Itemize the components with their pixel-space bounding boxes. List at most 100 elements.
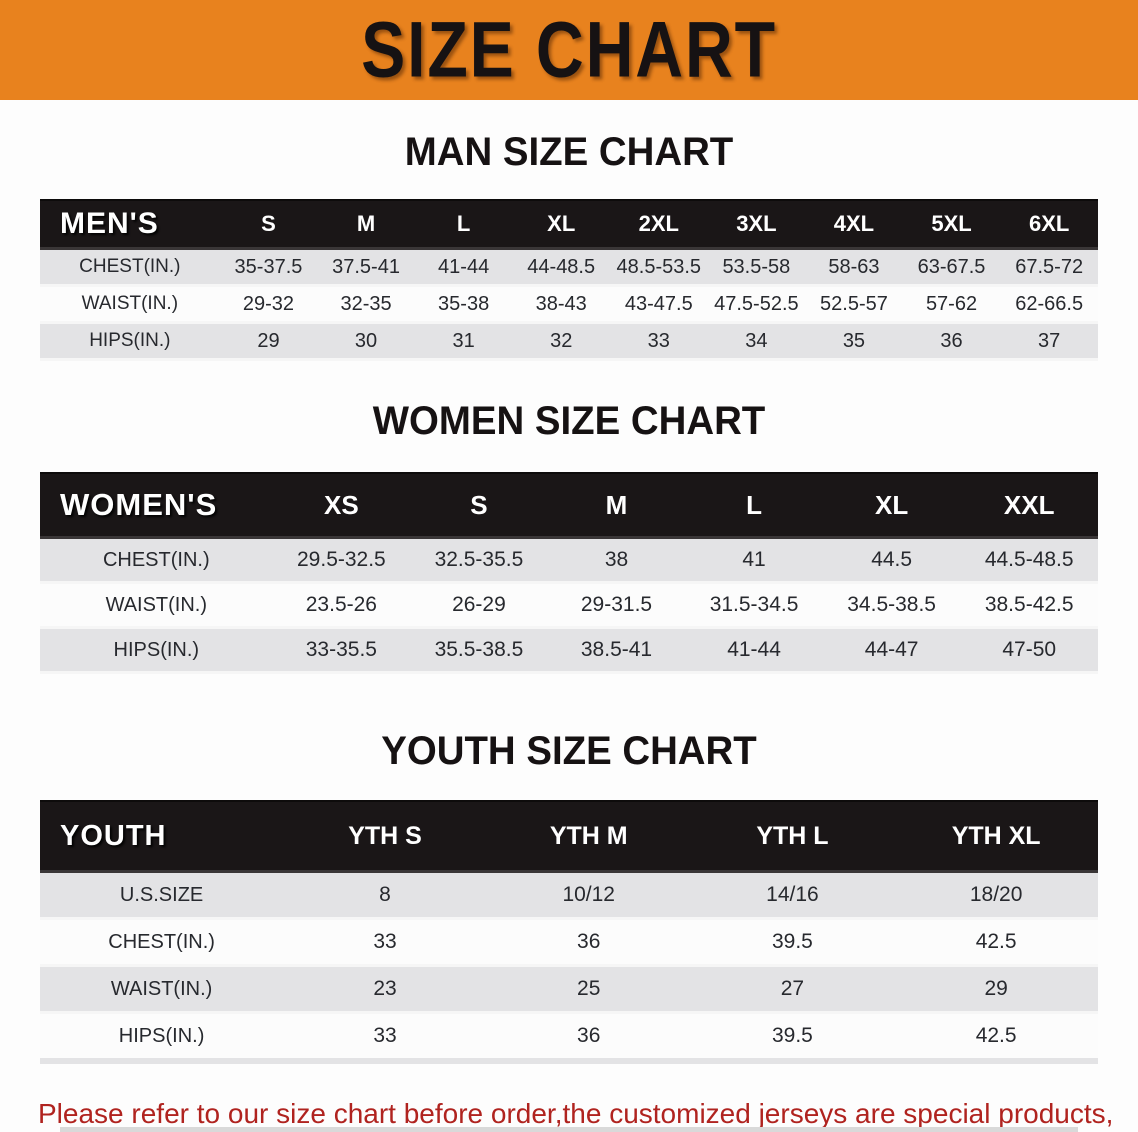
size-value-cell: 26-29 [410, 582, 548, 628]
size-column-header: XL [512, 199, 610, 250]
size-value-cell: 63-67.5 [902, 247, 1001, 287]
size-value-cell: 44.5-48.5 [960, 536, 1098, 584]
table-row: WAIST(IN.) 23 25 27 29 [40, 964, 1098, 1014]
table-row: HIPS(IN.) 33-35.5 35.5-38.5 38.5-41 41-44 44-… [40, 626, 1098, 674]
size-value-cell: 47.5-52.5 [707, 285, 806, 323]
size-value-cell: 32 [512, 321, 610, 361]
size-value-cell: 30 [317, 321, 415, 361]
size-value-cell: 23.5-26 [272, 582, 411, 628]
size-value-cell: 57-62 [902, 285, 1001, 323]
size-column-header: YTH L [690, 800, 895, 873]
measurement-row-label: CHEST(IN.) [40, 918, 284, 966]
size-value-cell: 41-44 [685, 626, 823, 674]
size-value-cell: 29 [219, 321, 318, 361]
youth-section-heading: YOUTH SIZE CHART [381, 729, 757, 773]
page-title: SIZE CHART [361, 5, 777, 94]
size-value-cell: 18/20 [894, 870, 1098, 920]
size-value-cell: 33-35.5 [272, 626, 411, 674]
size-value-cell: 29-32 [219, 285, 318, 323]
men-size-table: MEN'S S M L XL 2XL 3XL 4XL 5XL 6XL CHEST(IN.) 35-37… [40, 199, 1098, 361]
size-value-cell: 38 [547, 536, 686, 584]
size-column-header: M [317, 199, 415, 250]
measurement-row-label: CHEST(IN.) [40, 247, 220, 287]
table-row: HIPS(IN.) 33 36 39.5 42.5 [40, 1012, 1098, 1061]
size-value-cell: 41-44 [414, 247, 513, 287]
size-column-header: XXL [960, 472, 1098, 539]
size-value-cell: 44.5 [822, 536, 961, 584]
size-value-cell: 62-66.5 [1000, 285, 1098, 323]
size-value-cell: 34.5-38.5 [822, 582, 961, 628]
table-row: U.S.SIZE 8 10/12 14/16 18/20 [40, 870, 1098, 920]
men-size-section: MAN SIZE CHART MEN'S S M L XL 2XL 3XL 4XL 5XL 6XL… [0, 100, 1138, 361]
size-value-cell: 27 [690, 964, 895, 1014]
size-value-cell: 34 [707, 321, 806, 361]
size-value-cell: 33 [283, 1012, 487, 1061]
table-row: HIPS(IN.) 29 30 31 32 33 34 35 36 37 [40, 321, 1098, 361]
size-value-cell: 42.5 [894, 918, 1098, 966]
table-header-row: WOMEN'S XS S M L XL XXL [40, 472, 1098, 539]
size-value-cell: 37 [1000, 321, 1098, 361]
measurement-row-label: HIPS(IN.) [40, 1012, 284, 1061]
disclaimer-note: Please refer to our size chart before or… [38, 1092, 1113, 1132]
size-column-header: 2XL [610, 199, 708, 250]
table-row: CHEST(IN.) 29.5-32.5 32.5-35.5 38 41 44.5 44.5… [40, 536, 1098, 584]
size-value-cell: 53.5-58 [707, 247, 806, 287]
size-column-header: 3XL [707, 199, 806, 250]
measurement-row-label: WAIST(IN.) [40, 285, 220, 323]
men-section-heading: MAN SIZE CHART [404, 130, 734, 174]
size-column-header: S [410, 472, 548, 539]
size-column-header: M [547, 472, 686, 539]
size-value-cell: 14/16 [690, 870, 895, 920]
youth-size-table: YOUTH YTH S YTH M YTH L YTH XL U.S.SIZE 8 10/12… [40, 800, 1098, 1064]
size-value-cell: 44-48.5 [512, 247, 610, 287]
size-column-header: S [219, 199, 318, 250]
measurement-row-label: U.S.SIZE [40, 870, 284, 920]
size-value-cell: 35-38 [414, 285, 513, 323]
table-row: WAIST(IN.) 29-32 32-35 35-38 38-43 43-47.5 47.… [40, 285, 1098, 323]
measurement-row-label: CHEST(IN.) [40, 536, 273, 584]
size-value-cell: 38.5-41 [547, 626, 686, 674]
size-column-header: 5XL [902, 199, 1001, 250]
size-value-cell: 29 [894, 964, 1098, 1014]
size-value-cell: 44-47 [822, 626, 961, 674]
size-value-cell: 36 [486, 918, 691, 966]
size-column-header: YTH M [486, 800, 691, 873]
size-value-cell: 33 [610, 321, 708, 361]
size-value-cell: 29.5-32.5 [272, 536, 411, 584]
size-column-header: 6XL [1000, 199, 1098, 250]
size-value-cell: 41 [685, 536, 823, 584]
table-header-row: YOUTH YTH S YTH M YTH L YTH XL [40, 800, 1098, 873]
size-value-cell: 35-37.5 [219, 247, 318, 287]
size-value-cell: 39.5 [690, 918, 895, 966]
table-group-label: WOMEN'S [40, 472, 273, 539]
size-value-cell: 35.5-38.5 [410, 626, 548, 674]
size-value-cell: 10/12 [486, 870, 691, 920]
size-value-cell: 67.5-72 [1000, 247, 1098, 287]
women-section-heading: WOMEN SIZE CHART [372, 399, 766, 443]
size-value-cell: 36 [902, 321, 1001, 361]
size-value-cell: 32.5-35.5 [410, 536, 548, 584]
size-value-cell: 31 [414, 321, 513, 361]
size-value-cell: 47-50 [960, 626, 1098, 674]
size-value-cell: 52.5-57 [805, 285, 903, 323]
size-value-cell: 31.5-34.5 [685, 582, 823, 628]
title-banner: SIZE CHART [0, 0, 1138, 100]
table-group-label: MEN'S [40, 199, 220, 250]
size-value-cell: 37.5-41 [317, 247, 415, 287]
size-value-cell: 8 [283, 870, 487, 920]
table-row: CHEST(IN.) 33 36 39.5 42.5 [40, 918, 1098, 966]
size-value-cell: 42.5 [894, 1012, 1098, 1061]
women-size-table: WOMEN'S XS S M L XL XXL CHEST(IN.) 29.5-32.5 32.5… [40, 472, 1098, 674]
table-header-row: MEN'S S M L XL 2XL 3XL 4XL 5XL 6XL [40, 199, 1098, 250]
size-column-header: 4XL [805, 199, 903, 250]
size-value-cell: 38.5-42.5 [960, 582, 1098, 628]
size-value-cell: 35 [805, 321, 903, 361]
size-column-header: L [685, 472, 823, 539]
size-column-header: XS [272, 472, 411, 539]
size-value-cell: 39.5 [690, 1012, 895, 1061]
size-value-cell: 32-35 [317, 285, 415, 323]
size-value-cell: 23 [283, 964, 487, 1014]
size-column-header: YTH S [283, 800, 487, 873]
size-value-cell: 33 [283, 918, 487, 966]
